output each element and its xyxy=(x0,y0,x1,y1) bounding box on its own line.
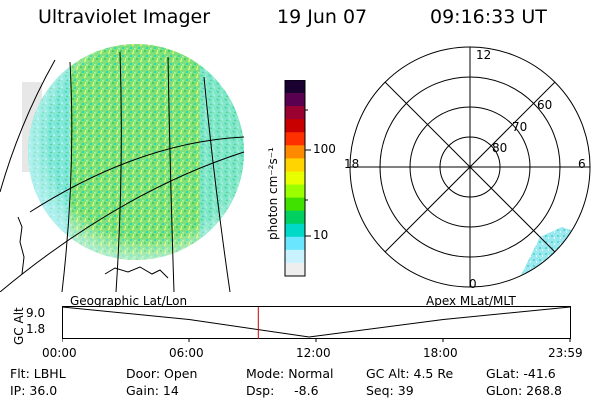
x-tick-0000: 00:00 xyxy=(42,346,77,360)
gc-alt-timeline-chart xyxy=(62,306,571,342)
earth-image xyxy=(0,44,245,292)
colorbar-stripe xyxy=(285,184,305,199)
mlt-label-18: 18 xyxy=(344,157,360,171)
colorbar-stripe xyxy=(285,197,305,212)
colorbar-stripe xyxy=(285,262,305,277)
colorbar-stripe xyxy=(285,106,305,120)
x-tick-1200: 12:00 xyxy=(296,346,331,360)
mode-readout: Mode: Normal xyxy=(246,366,334,381)
colorbar-stripe xyxy=(285,132,305,146)
colorbar-label: photon cm⁻²s⁻¹ xyxy=(266,147,280,240)
dsp-readout: Dsp: -8.6 xyxy=(246,383,319,398)
glat-readout: GLat: -41.6 xyxy=(486,366,556,381)
mlt-label-12: 12 xyxy=(476,48,492,62)
x-tick-0600: 06:00 xyxy=(169,346,204,360)
y-tick-1-8: 1.8 xyxy=(26,322,46,336)
seq-readout: Seq: 39 xyxy=(366,383,414,398)
date-label: 19 Jun 07 xyxy=(277,6,368,28)
app-title: Ultraviolet Imager xyxy=(38,6,211,28)
colorbar-stripe xyxy=(285,119,305,133)
mlat-label-80: 80 xyxy=(492,141,508,155)
colorbar-stripe xyxy=(285,223,305,238)
colorbar-tick-100: 100 xyxy=(313,142,336,156)
geographic-label: Geographic Lat/Lon xyxy=(70,294,188,308)
apex-label: Apex MLat/MLT xyxy=(426,294,516,308)
filter-readout: Flt: LBHL xyxy=(10,366,66,381)
colorbar-stripe xyxy=(285,145,305,159)
colorbar-stripe xyxy=(285,171,305,186)
x-tick-2359: 23:59 xyxy=(548,346,583,360)
glon-readout: GLon: 268.8 xyxy=(486,383,562,398)
color-scale-bar xyxy=(284,80,311,277)
colorbar-stripe xyxy=(285,210,305,225)
gain-readout: Gain: 14 xyxy=(126,383,179,398)
mlat-label-60: 60 xyxy=(537,98,553,112)
y-tick-9: 9.0 xyxy=(26,306,46,320)
coastline xyxy=(17,216,169,279)
gc-alt-axis-label: GC Alt xyxy=(12,307,26,345)
colorbar-tick-10: 10 xyxy=(313,228,329,242)
mlt-label-0: 0 xyxy=(469,277,477,291)
ip-readout: IP: 36.0 xyxy=(10,383,58,398)
gc-alt-readout: GC Alt: 4.5 Re xyxy=(366,366,454,381)
time-label: 09:16:33 UT xyxy=(430,6,547,28)
mlt-label-6: 6 xyxy=(578,157,586,171)
colorbar-stripe xyxy=(285,158,305,172)
geo-grid xyxy=(0,51,245,292)
polar-plot xyxy=(349,46,591,288)
colorbar-stripe xyxy=(285,249,305,264)
colorbar-stripe xyxy=(285,93,305,107)
x-tick-1800: 18:00 xyxy=(423,346,458,360)
timeline-frame xyxy=(62,306,571,339)
mlat-label-70: 70 xyxy=(512,120,528,134)
colorbar-stripe xyxy=(285,80,305,94)
gc-alt-line xyxy=(62,306,571,338)
door-readout: Door: Open xyxy=(126,366,198,381)
colorbar-stripe xyxy=(285,236,305,251)
